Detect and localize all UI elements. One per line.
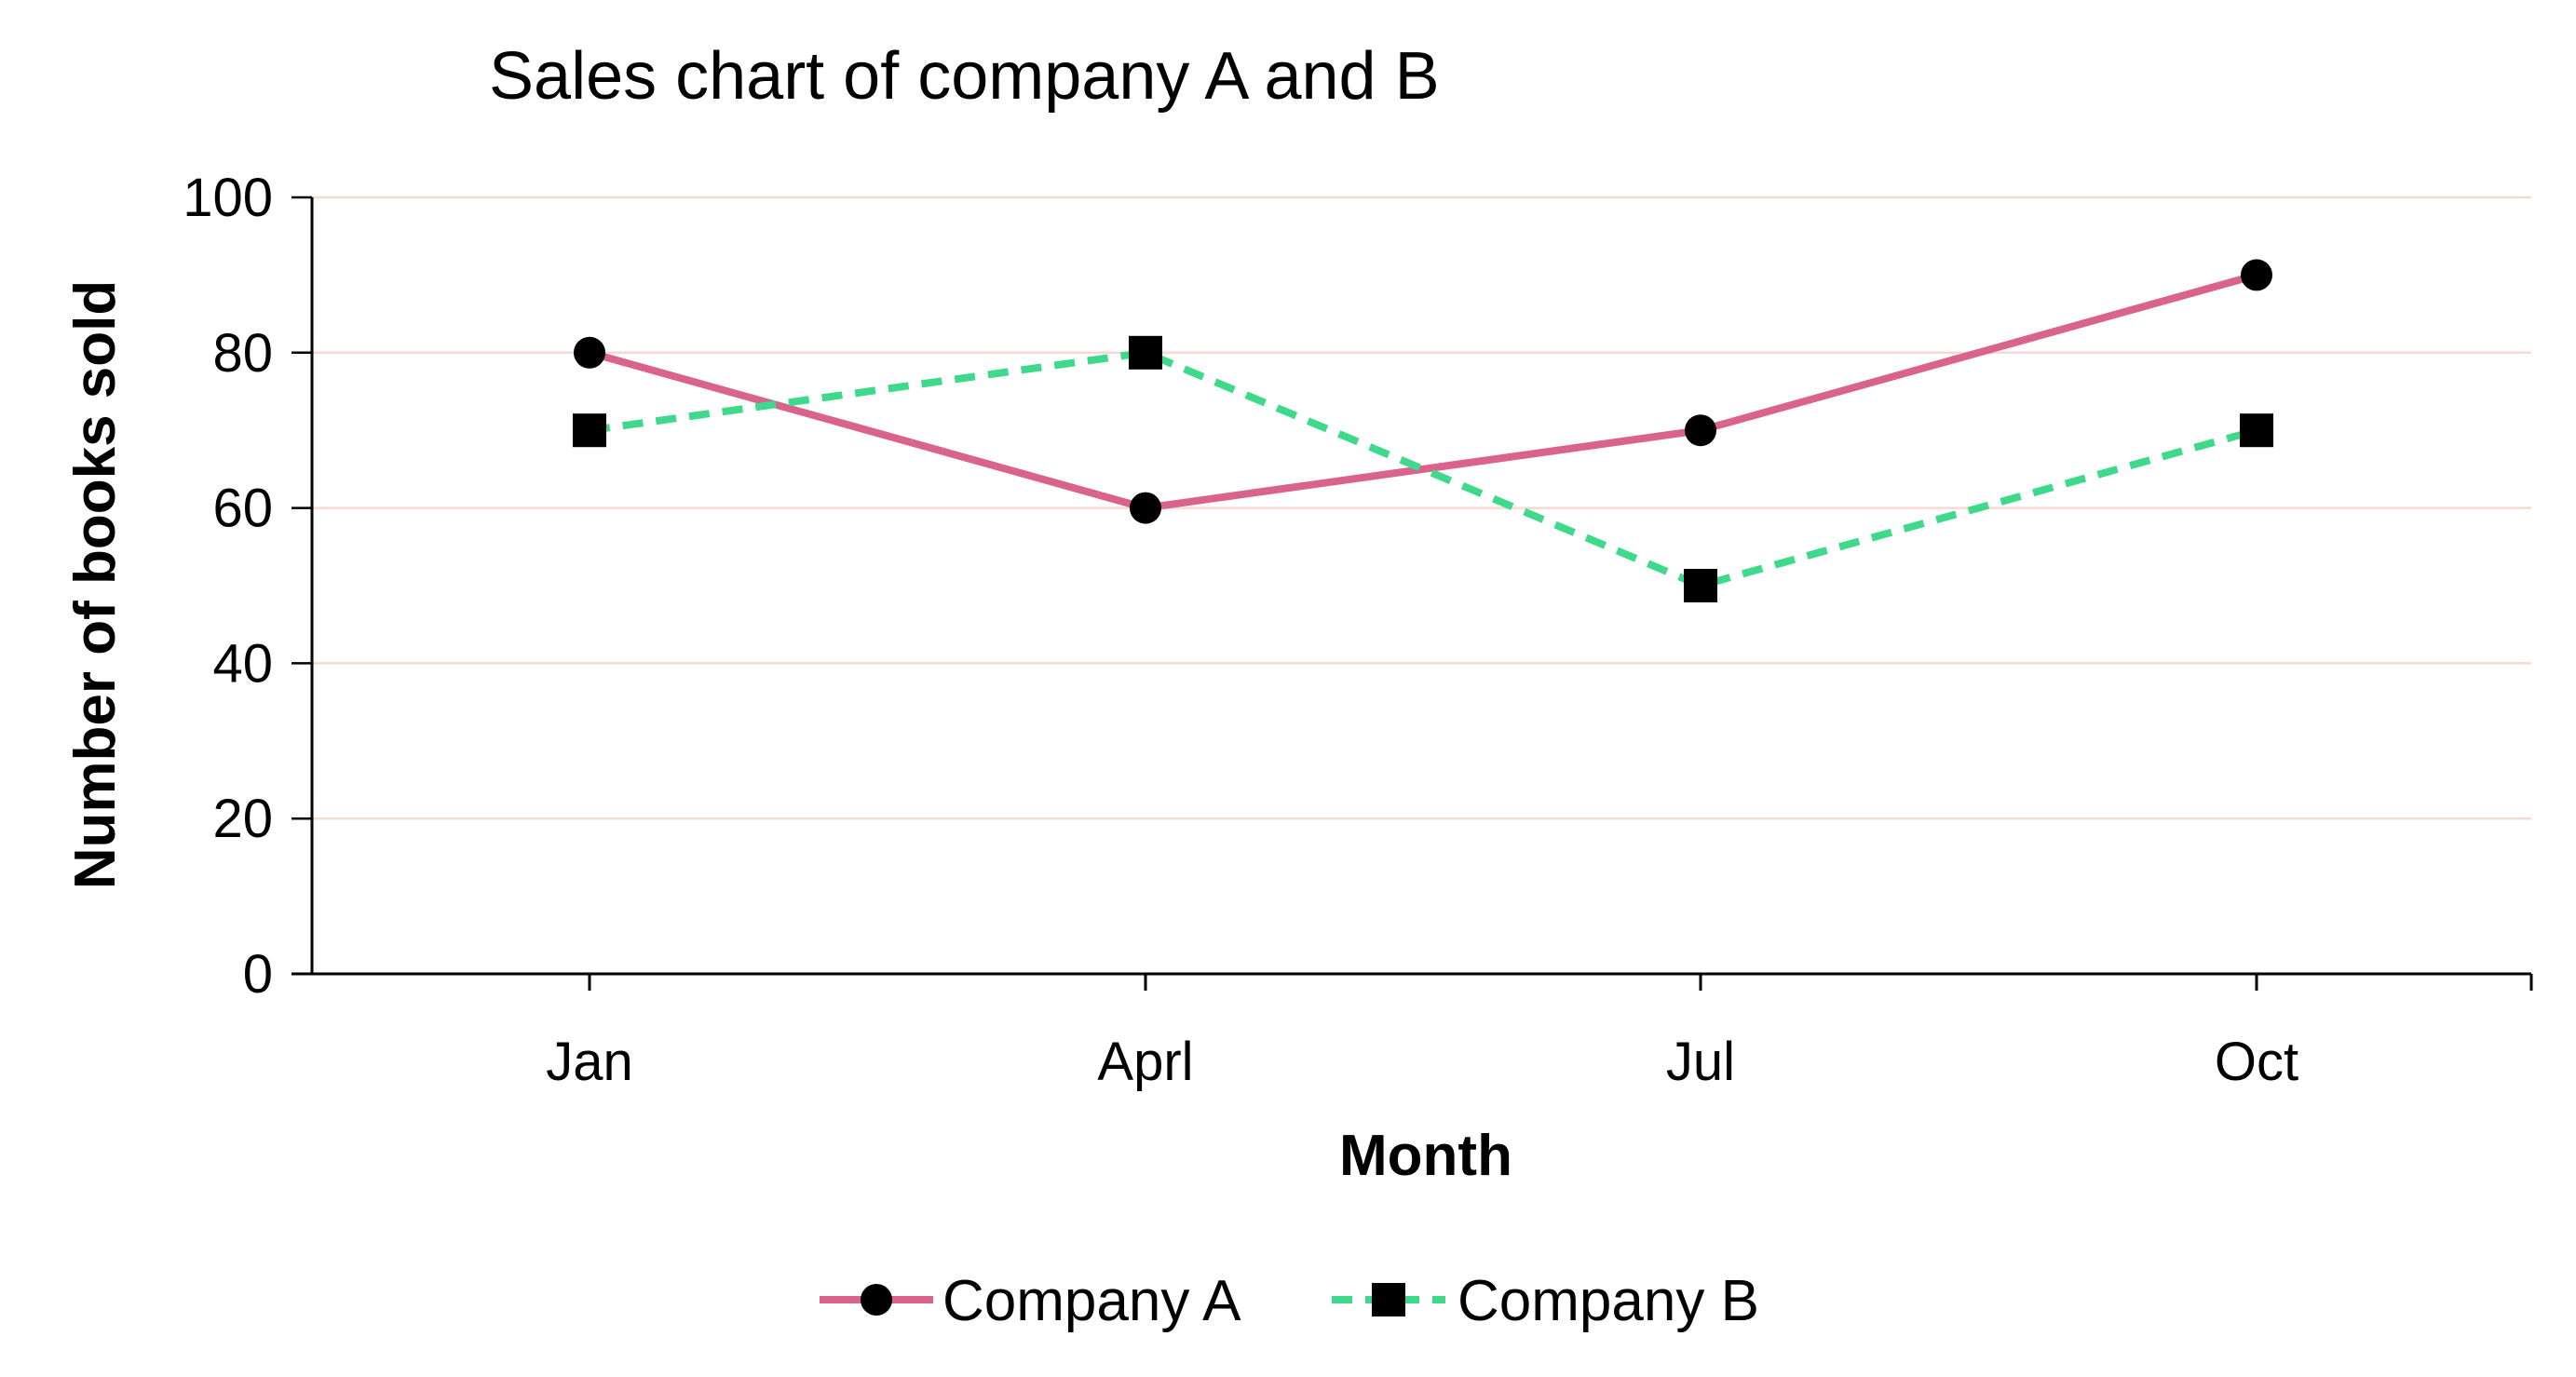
x-tick-labels: Jan Aprl Jul Oct [546,1032,2298,1092]
legend-label: Company A [942,1269,1241,1333]
data-point [2241,259,2272,291]
legend-marker [1372,1283,1405,1316]
y-axis-label: Number of books sold [63,280,128,889]
data-point [1685,414,1716,447]
y-tick-label: 40 [212,633,273,694]
legend-marker [861,1284,892,1316]
grid-lines [312,196,2531,820]
chart-title: Sales chart of company A and B [489,39,1440,114]
data-point [1129,335,1162,370]
x-tick-label: Aprl [1097,1032,1193,1092]
legend-item-company-b: Company B [1332,1269,1759,1333]
axes [291,196,2533,991]
data-point [1684,569,1717,602]
series-markers [573,259,2273,602]
data-point [574,336,605,369]
y-tick-label: 0 [243,944,273,1005]
x-tick-label: Jul [1666,1032,1735,1092]
y-tick-label: 20 [212,789,273,849]
y-tick-labels: 0 20 40 60 80 100 [183,168,273,1005]
data-point [2240,413,2273,448]
y-tick-label: 100 [183,168,273,228]
series-line-company-b [589,348,2258,589]
y-tick-label: 80 [212,323,273,384]
x-axis-label: Month [1339,1124,1512,1188]
x-tick-label: Jan [546,1032,633,1092]
legend: Company A Company B [820,1269,1759,1333]
y-tick-label: 60 [212,479,273,539]
series-line-company-a [586,271,2260,512]
legend-item-company-a: Company A [820,1269,1241,1333]
x-tick-label: Oct [2215,1032,2298,1092]
data-point [1130,492,1161,524]
legend-label: Company B [1457,1269,1759,1333]
series-lines [586,271,2260,589]
data-point [573,413,606,448]
